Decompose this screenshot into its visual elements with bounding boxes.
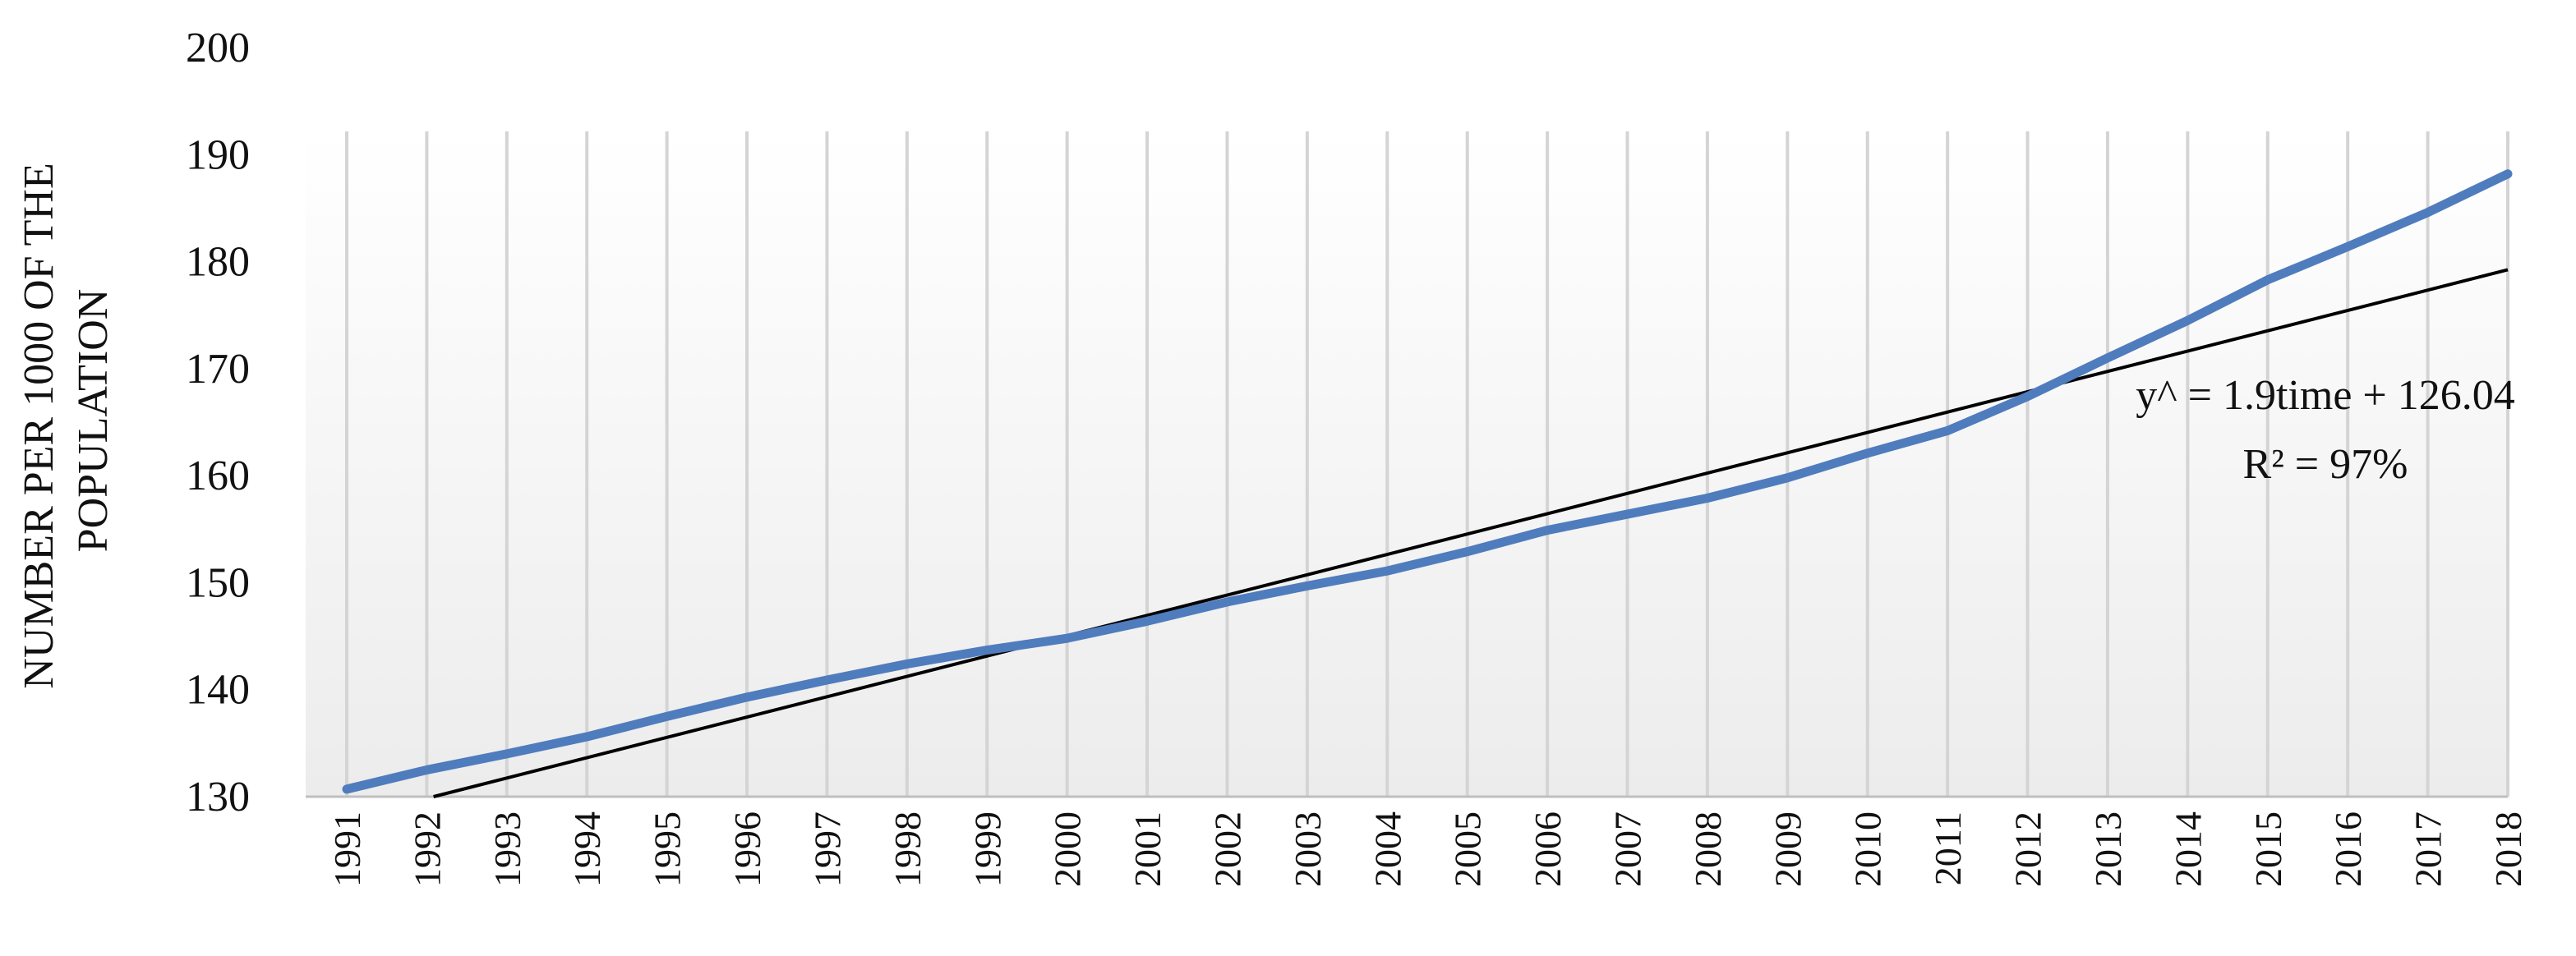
x-tick-label-2002: 2002: [1206, 811, 1248, 887]
data-point-1991: [344, 786, 349, 792]
x-tick-label-2012: 2012: [2007, 811, 2049, 887]
series-points: [344, 171, 2510, 792]
data-point-2011: [1945, 428, 1951, 434]
x-tick-label-2011: 2011: [1927, 811, 1969, 885]
x-tick-label-1992: 1992: [406, 811, 448, 887]
x-tick-label-2007: 2007: [1607, 811, 1649, 887]
y-tick-label-190: 190: [186, 131, 250, 178]
x-tick-label-1999: 1999: [966, 811, 1008, 887]
x-tick-label-2013: 2013: [2087, 811, 2129, 887]
data-point-1992: [424, 767, 430, 773]
y-axis-title-line-1: NUMBER PER 1000 OF THE: [16, 163, 62, 688]
data-point-1995: [664, 714, 670, 719]
x-tick-label-2018: 2018: [2487, 811, 2529, 887]
trendline-equation: y^ = 1.9time + 126.04: [2136, 372, 2514, 419]
data-point-2004: [1385, 568, 1390, 574]
x-tick-label-1997: 1997: [806, 811, 848, 887]
x-tick-label-1995: 1995: [647, 811, 689, 887]
plot-area-background: [306, 131, 2508, 797]
y-tick-labels: 130 140 150 160 170 180 190 200: [186, 25, 250, 820]
y-axis-title-line-2: POPULATION: [70, 289, 117, 553]
x-tick-label-2017: 2017: [2408, 811, 2449, 887]
x-tick-label-2001: 2001: [1127, 811, 1168, 887]
x-tick-label-1998: 1998: [887, 811, 929, 887]
data-point-1998: [904, 661, 910, 667]
trendline: [433, 268, 2509, 798]
data-point-1999: [984, 647, 990, 653]
x-tick-label-2016: 2016: [2327, 811, 2369, 887]
data-point-2002: [1224, 599, 1230, 604]
data-point-2009: [1785, 475, 1790, 480]
data-point-1996: [744, 694, 750, 700]
data-point-1997: [824, 677, 830, 683]
x-tick-label-2005: 2005: [1447, 811, 1489, 887]
y-tick-label-170: 170: [186, 346, 250, 393]
x-tick-label-2003: 2003: [1287, 811, 1329, 887]
series-line: [342, 169, 2513, 794]
x-tick-label-2015: 2015: [2247, 811, 2289, 887]
x-tick-label-2004: 2004: [1366, 811, 1408, 887]
x-tick-label-1991: 1991: [326, 811, 368, 887]
data-point-2014: [2185, 318, 2191, 324]
data-point-2016: [2345, 244, 2351, 250]
data-point-1994: [584, 734, 590, 740]
data-point-2018: [2505, 171, 2510, 177]
gridlines: [345, 131, 2509, 797]
x-tick-label-1996: 1996: [726, 811, 768, 887]
x-tick-label-2000: 2000: [1047, 811, 1089, 887]
y-axis-title: NUMBER PER 1000 OF THE POPULATION: [16, 152, 117, 688]
data-point-2017: [2425, 209, 2431, 215]
data-point-2007: [1624, 512, 1630, 517]
x-tick-label-2006: 2006: [1527, 811, 1569, 887]
y-tick-label-160: 160: [186, 453, 250, 499]
r-squared-label: R² = 97%: [2243, 441, 2408, 488]
y-tick-label-150: 150: [186, 559, 250, 606]
data-point-2010: [1864, 450, 1870, 456]
data-point-2008: [1704, 495, 1710, 501]
data-point-2003: [1304, 583, 1310, 589]
data-point-1993: [504, 751, 509, 756]
data-point-2006: [1545, 527, 1551, 533]
x-tick-label-2009: 2009: [1767, 811, 1809, 887]
data-point-2000: [1064, 636, 1070, 641]
y-tick-label-200: 200: [186, 25, 250, 71]
data-point-2001: [1145, 618, 1150, 624]
x-tick-labels: 1991 1992 1993 1994 1995 1996 1997 1998 1999 2000…: [326, 811, 2529, 887]
x-tick-label-2014: 2014: [2167, 811, 2209, 887]
y-tick-label-140: 140: [186, 667, 250, 714]
x-tick-label-1994: 1994: [566, 811, 608, 887]
x-tick-label-1993: 1993: [486, 811, 528, 887]
data-point-2012: [2025, 393, 2030, 399]
data-point-2013: [2104, 355, 2110, 361]
data-point-2005: [1464, 549, 1470, 554]
x-tick-label-2008: 2008: [1687, 811, 1729, 887]
y-tick-label-130: 130: [186, 774, 250, 820]
y-tick-label-180: 180: [186, 239, 250, 286]
data-point-2015: [2265, 277, 2270, 283]
x-tick-label-2010: 2010: [1847, 811, 1889, 887]
